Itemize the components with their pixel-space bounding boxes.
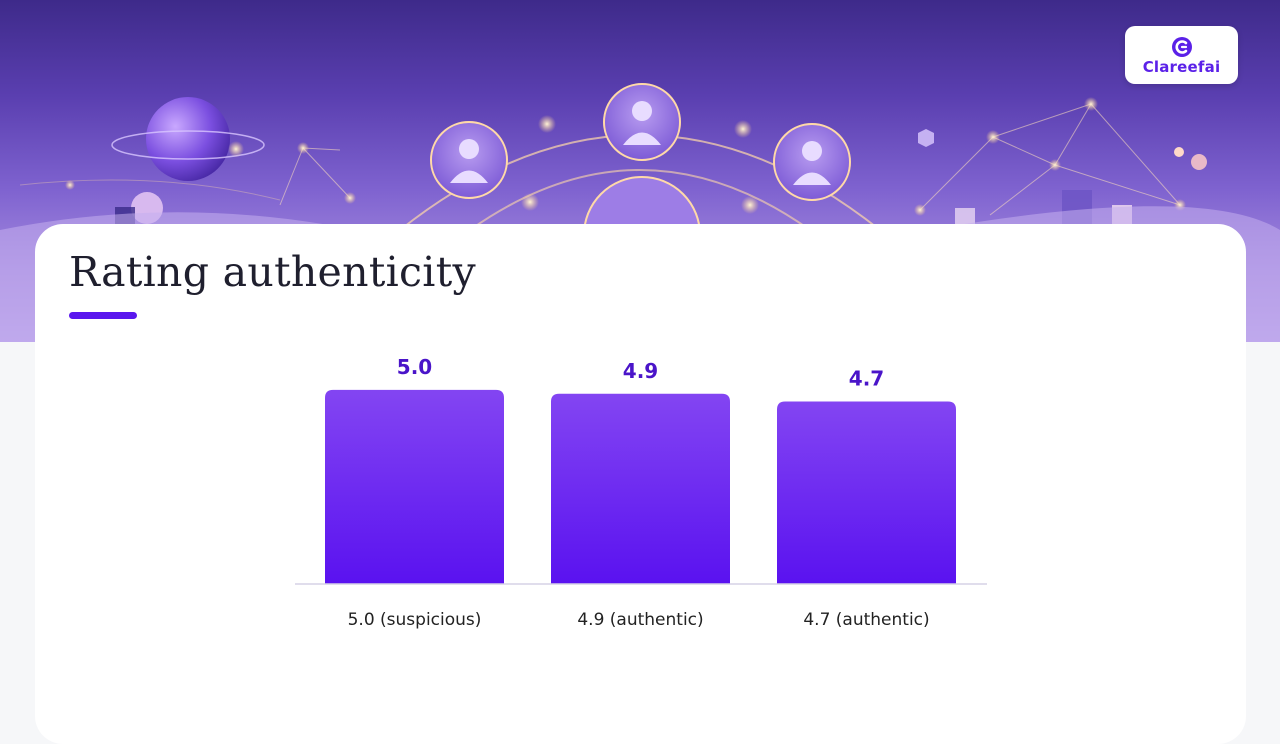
data-label-0: 5.0 xyxy=(397,355,432,379)
person-bubble-left xyxy=(430,121,508,199)
brand-name: Clareefai xyxy=(1142,58,1221,76)
title-underline xyxy=(69,312,137,319)
person-bubble-center xyxy=(603,83,681,161)
bar-2 xyxy=(777,401,956,584)
category-label-2: 4.7 (authentic) xyxy=(803,610,929,630)
person-bubble-right xyxy=(773,123,851,201)
data-label-1: 4.9 xyxy=(623,359,658,383)
category-label-0: 5.0 (suspicious) xyxy=(348,610,482,630)
clareefai-logo-icon xyxy=(1172,37,1192,57)
bar-1 xyxy=(551,393,730,584)
data-label-2: 4.7 xyxy=(849,367,884,391)
page-title: Rating authenticity xyxy=(69,248,476,296)
bar-0 xyxy=(325,389,504,584)
bar-chart: 5.0 5.0 (suspicious) 4.9 4.9 (authentic) 4.7… xyxy=(295,355,987,630)
category-label-1: 4.9 (authentic) xyxy=(577,610,703,630)
brand-logo: Clareefai xyxy=(1125,26,1238,84)
